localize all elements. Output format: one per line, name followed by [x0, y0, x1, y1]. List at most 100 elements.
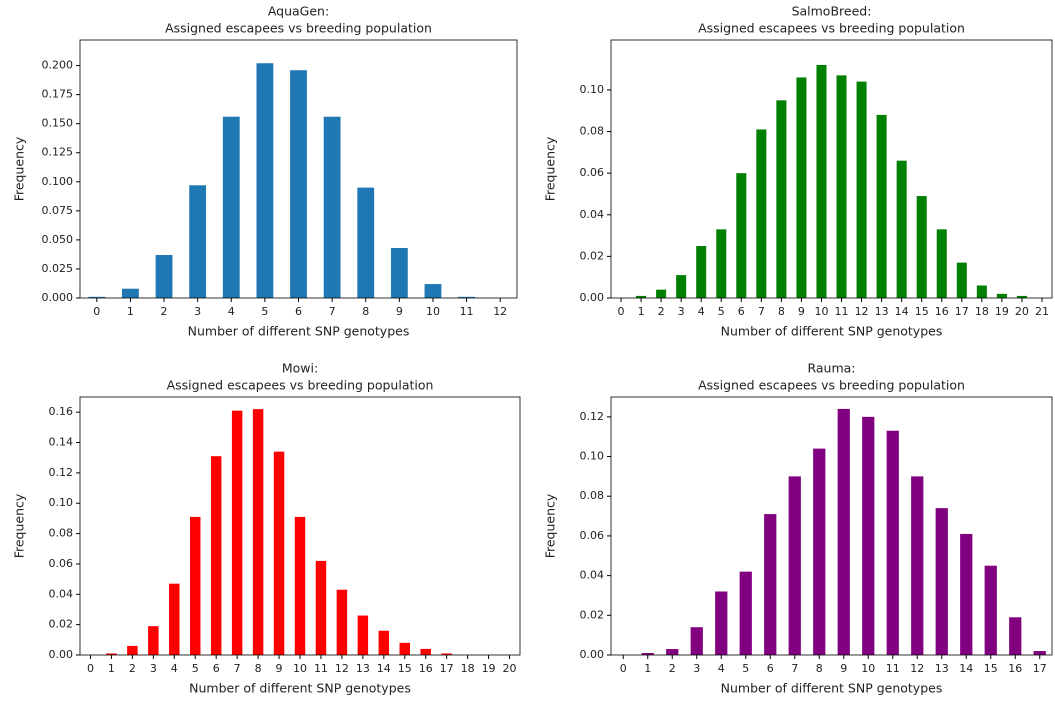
x-tick-label: 2	[669, 662, 676, 675]
bar	[956, 262, 967, 298]
x-tick-label: 7	[234, 662, 241, 675]
x-tick-label: 14	[377, 662, 391, 675]
y-tick-label: 0.02	[49, 618, 74, 631]
bar	[656, 289, 667, 298]
y-tick-label: 0.075	[42, 204, 74, 217]
bar	[935, 508, 948, 655]
bar	[736, 173, 747, 298]
y-tick-label: 0.00	[580, 291, 605, 304]
x-tick-label: 15	[915, 305, 929, 318]
bar	[796, 77, 807, 298]
x-tick-label: 13	[935, 662, 949, 675]
y-tick-label: 0.050	[42, 233, 74, 246]
y-axis-label: Frequency	[543, 493, 558, 558]
x-tick-label: 5	[261, 305, 268, 318]
y-tick-label: 0.100	[42, 175, 74, 188]
bar	[716, 229, 727, 298]
x-tick-label: 5	[192, 662, 199, 675]
x-tick-label: 11	[314, 662, 328, 675]
x-tick-label: 17	[1033, 662, 1047, 675]
bar	[458, 296, 475, 298]
bar	[190, 516, 201, 655]
x-tick-label: 2	[658, 305, 665, 318]
x-tick-label: 0	[620, 662, 627, 675]
bar	[776, 100, 787, 298]
x-tick-label: 8	[255, 662, 262, 675]
x-tick-label: 3	[150, 662, 157, 675]
bar	[336, 589, 348, 655]
y-tick-label: 0.10	[49, 496, 74, 509]
y-tick-label: 0.12	[49, 466, 74, 479]
x-tick-label: 3	[693, 662, 700, 675]
bar	[984, 565, 997, 655]
chart-title: Mowi:	[282, 361, 318, 376]
bar	[764, 514, 777, 655]
bar	[960, 533, 973, 655]
x-tick-label: 8	[362, 305, 369, 318]
x-tick-label: 10	[861, 662, 875, 675]
x-tick-label: 4	[171, 662, 178, 675]
bar	[690, 627, 703, 655]
axes-frame	[79, 39, 518, 299]
y-tick-label: 0.08	[580, 489, 605, 502]
y-tick-label: 0.00	[580, 648, 605, 661]
x-tick-label: 5	[718, 305, 725, 318]
bar	[788, 476, 801, 655]
x-tick-label: 16	[419, 662, 433, 675]
x-tick-label: 10	[814, 305, 828, 318]
bar	[756, 129, 767, 298]
bar	[862, 416, 875, 655]
y-tick-label: 0.06	[580, 166, 605, 179]
bar	[169, 583, 180, 655]
y-tick-label: 0.200	[42, 59, 74, 72]
bar	[420, 648, 431, 655]
y-tick-label: 0.14	[49, 436, 74, 449]
bar	[666, 649, 679, 655]
y-tick-label: 0.10	[580, 450, 605, 463]
bar	[696, 245, 707, 298]
x-tick-label: 20	[503, 662, 517, 675]
y-tick-label: 0.04	[49, 587, 74, 600]
bar	[148, 626, 159, 655]
x-tick-label: 6	[738, 305, 745, 318]
bar	[252, 409, 264, 655]
axes-frame	[79, 396, 521, 656]
bar	[1016, 295, 1027, 298]
x-tick-label: 10	[426, 305, 440, 318]
chart-subtitle: Assigned escapees vs breeding population	[698, 378, 965, 393]
bar	[636, 295, 647, 298]
x-tick-label: 0	[618, 305, 625, 318]
chart-subtitle: Assigned escapees vs breeding population	[165, 21, 432, 36]
bar	[916, 196, 927, 298]
bar	[936, 229, 947, 298]
y-tick-label: 0.10	[580, 83, 605, 96]
bar	[357, 615, 369, 655]
bar	[715, 591, 728, 655]
x-tick-label: 19	[995, 305, 1009, 318]
x-axis-label: Number of different SNP genotypes	[721, 324, 943, 339]
y-tick-label: 0.025	[42, 262, 74, 275]
x-tick-label: 3	[194, 305, 201, 318]
x-tick-label: 4	[718, 662, 725, 675]
bar	[813, 448, 826, 655]
bar	[876, 114, 887, 298]
x-tick-label: 1	[108, 662, 115, 675]
y-tick-label: 0.04	[580, 208, 605, 221]
bar	[996, 293, 1007, 298]
y-tick-label: 0.125	[42, 146, 74, 159]
x-tick-label: 13	[356, 662, 370, 675]
x-tick-label: 15	[398, 662, 412, 675]
x-tick-label: 9	[840, 662, 847, 675]
x-tick-label: 12	[335, 662, 349, 675]
x-tick-label: 9	[798, 305, 805, 318]
x-tick-label: 13	[875, 305, 889, 318]
x-tick-label: 11	[835, 305, 849, 318]
y-tick-label: 0.08	[580, 125, 605, 138]
bar	[1033, 651, 1046, 655]
bar	[641, 653, 654, 655]
y-tick-label: 0.00	[49, 648, 74, 661]
chart-title: SalmoBreed:	[792, 4, 872, 19]
x-tick-label: 18	[975, 305, 989, 318]
y-axis-label: Frequency	[543, 136, 558, 201]
